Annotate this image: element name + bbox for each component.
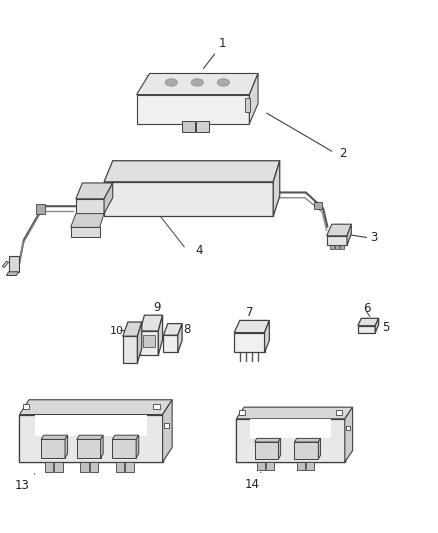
Text: 5: 5 <box>381 321 389 334</box>
Ellipse shape <box>217 79 230 86</box>
Polygon shape <box>123 336 138 363</box>
Polygon shape <box>279 438 281 459</box>
Polygon shape <box>265 320 269 352</box>
Text: 6: 6 <box>363 302 370 316</box>
Polygon shape <box>7 272 18 276</box>
Bar <box>297 462 305 470</box>
Polygon shape <box>35 415 148 435</box>
Polygon shape <box>234 320 269 333</box>
Polygon shape <box>162 400 172 462</box>
Bar <box>143 335 155 347</box>
Polygon shape <box>273 161 280 216</box>
Bar <box>153 404 159 409</box>
Polygon shape <box>318 438 321 459</box>
Bar <box>164 423 169 428</box>
Bar <box>112 439 136 458</box>
Bar <box>335 245 339 249</box>
Polygon shape <box>178 324 182 352</box>
Ellipse shape <box>191 79 203 86</box>
Bar <box>23 404 29 409</box>
Polygon shape <box>237 407 353 419</box>
Polygon shape <box>9 256 18 272</box>
Polygon shape <box>123 322 142 336</box>
Bar <box>336 410 342 415</box>
Bar <box>77 439 101 458</box>
Text: 9: 9 <box>153 301 160 314</box>
Polygon shape <box>249 74 258 124</box>
Bar <box>80 462 89 472</box>
Polygon shape <box>136 435 139 458</box>
Polygon shape <box>138 322 142 363</box>
Polygon shape <box>345 407 353 462</box>
Bar <box>54 462 63 472</box>
Text: 4: 4 <box>196 244 203 257</box>
Polygon shape <box>71 228 100 237</box>
Polygon shape <box>250 419 331 438</box>
Text: 8: 8 <box>183 324 190 336</box>
Bar <box>346 426 350 431</box>
Polygon shape <box>182 121 195 132</box>
Text: 7: 7 <box>246 306 253 319</box>
Polygon shape <box>234 333 265 352</box>
Polygon shape <box>36 204 45 214</box>
Polygon shape <box>375 318 378 333</box>
Bar <box>294 442 318 459</box>
Polygon shape <box>163 335 178 352</box>
Polygon shape <box>327 236 347 245</box>
Polygon shape <box>76 183 113 199</box>
Polygon shape <box>163 324 182 335</box>
Polygon shape <box>358 318 378 326</box>
Text: 10: 10 <box>110 326 124 336</box>
Polygon shape <box>104 182 273 216</box>
Text: 1: 1 <box>203 37 226 69</box>
Polygon shape <box>137 95 249 124</box>
Bar <box>306 462 314 470</box>
Polygon shape <box>347 224 351 245</box>
Text: 13: 13 <box>15 474 35 491</box>
Ellipse shape <box>165 79 177 86</box>
Polygon shape <box>65 435 67 458</box>
Bar <box>266 462 274 470</box>
Bar <box>125 462 134 472</box>
Polygon shape <box>294 438 321 442</box>
Text: 3: 3 <box>371 231 378 244</box>
Polygon shape <box>104 161 280 182</box>
Polygon shape <box>19 400 172 415</box>
Polygon shape <box>71 214 104 228</box>
Bar <box>41 439 65 458</box>
Polygon shape <box>140 331 158 356</box>
Polygon shape <box>358 326 375 333</box>
Polygon shape <box>2 261 9 268</box>
Polygon shape <box>137 74 258 95</box>
Text: 14: 14 <box>245 472 261 490</box>
Bar <box>330 245 333 249</box>
Polygon shape <box>41 435 67 439</box>
Bar <box>340 245 344 249</box>
Polygon shape <box>19 415 162 462</box>
Polygon shape <box>254 438 281 442</box>
Polygon shape <box>314 202 322 209</box>
Bar <box>116 462 124 472</box>
Polygon shape <box>76 199 104 214</box>
Polygon shape <box>112 435 139 439</box>
Bar <box>239 410 245 415</box>
Text: 2: 2 <box>339 147 346 160</box>
Polygon shape <box>101 435 103 458</box>
Bar <box>245 98 250 111</box>
Bar <box>45 462 53 472</box>
Polygon shape <box>77 435 103 439</box>
Bar <box>257 462 265 470</box>
Polygon shape <box>327 224 351 236</box>
Polygon shape <box>237 419 345 462</box>
Bar <box>90 462 99 472</box>
Polygon shape <box>140 315 162 331</box>
Polygon shape <box>158 315 162 356</box>
Polygon shape <box>196 121 209 132</box>
Bar <box>254 442 279 459</box>
Polygon shape <box>104 183 113 214</box>
